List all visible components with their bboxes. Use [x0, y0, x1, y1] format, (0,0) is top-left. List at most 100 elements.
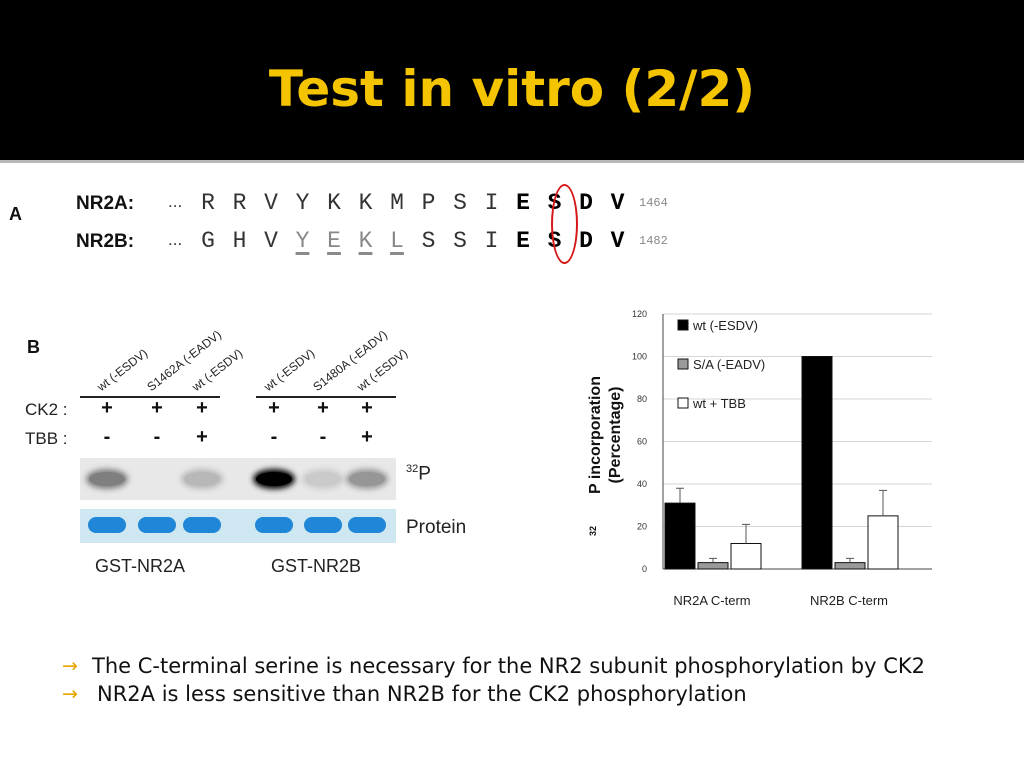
residue: E — [516, 228, 530, 254]
p32-band — [256, 472, 292, 486]
protein-label: Protein — [406, 517, 467, 538]
legend-swatch — [677, 319, 689, 331]
tbb-sign: - — [319, 426, 327, 448]
category-label: NR2A C-term — [673, 593, 750, 608]
ck2-sign: + — [101, 397, 113, 419]
y-tick-label: 80 — [637, 394, 647, 404]
ellipsis: ... — [168, 230, 183, 249]
residue-number: 1464 — [639, 196, 668, 210]
y-tick-label: 100 — [632, 352, 647, 362]
p32-superscript: 32 — [406, 463, 419, 475]
legend-swatch — [677, 397, 689, 409]
tbb-sign: - — [103, 426, 111, 448]
protein-band — [88, 517, 126, 533]
residue: M — [390, 190, 404, 216]
legend-swatch — [677, 358, 689, 370]
residue: V — [610, 228, 625, 254]
bullet-text: The C-terminal serine is necessary for t… — [92, 654, 926, 678]
protein-gel — [80, 509, 396, 543]
bullet-text: NR2A is less sensitive than NR2B for the… — [97, 682, 747, 706]
residue: K — [358, 228, 373, 254]
ck2-sign: + — [361, 397, 373, 419]
residue: I — [484, 228, 499, 254]
residue: G — [201, 228, 215, 254]
residue: K — [327, 190, 341, 216]
residue: S — [453, 190, 467, 216]
legend-label: wt + TBB — [692, 396, 746, 411]
arrow-icon: → — [62, 683, 78, 705]
protein-band — [304, 517, 342, 533]
lane-divider-nr2a — [80, 396, 220, 398]
construct-nr2a: GST-NR2A — [95, 556, 186, 576]
residue: I — [484, 190, 499, 216]
y-axis-title: P incorporation — [587, 376, 604, 494]
legend-label: S/A (-EADV) — [693, 357, 765, 372]
y-axis-title-sup: 32 — [588, 526, 598, 536]
protein-band — [255, 517, 293, 533]
bar — [834, 562, 866, 570]
residue: E — [516, 190, 530, 216]
p32-band — [184, 472, 220, 486]
residue: D — [579, 228, 593, 254]
category-label: NR2B C-term — [810, 593, 888, 608]
lane-label: S1462A (-EADV) — [144, 327, 224, 394]
y-tick-label: 0 — [642, 564, 647, 574]
residue: L — [390, 228, 404, 254]
p32-label: 32P — [406, 463, 431, 485]
residue-number: 1482 — [639, 234, 668, 248]
nr2a-label: NR2A: — [76, 193, 135, 214]
tbb-sign: - — [153, 426, 161, 448]
incorporation-bar-chart: 32 P incorporation (Percentage) 0 20 40 60 8… — [587, 309, 932, 608]
residue: R — [232, 190, 247, 216]
y-tick-label: 40 — [637, 479, 647, 489]
residue: E — [327, 228, 341, 254]
protein-band — [138, 517, 176, 533]
lane-label: wt (-ESDV) — [261, 346, 318, 394]
bullet-item: → The C-terminal serine is necessary for … — [62, 652, 962, 680]
panel-b-letter: B — [27, 337, 40, 357]
title-divider — [0, 160, 1024, 163]
residue: S — [453, 228, 467, 254]
residue: Y — [295, 228, 310, 254]
slide-title: Test in vitro (2/2) — [268, 60, 756, 118]
residue: P — [421, 190, 436, 216]
y-tick-label: 60 — [637, 437, 647, 447]
ck2-label: CK2 : — [25, 400, 68, 419]
ellipsis: ... — [168, 192, 183, 211]
residue: S — [421, 228, 436, 254]
residue: H — [232, 228, 247, 254]
bar — [664, 502, 696, 570]
title-bar — [0, 0, 1024, 160]
y-tick-label: 20 — [637, 522, 647, 532]
legend-label: wt (-ESDV) — [692, 318, 758, 333]
tbb-sign: - — [270, 426, 278, 448]
ck2-sign: + — [151, 397, 163, 419]
nr2b-label: NR2B: — [76, 231, 135, 252]
protein-band — [348, 517, 386, 533]
construct-nr2b: GST-NR2B — [271, 556, 362, 576]
residue: R — [201, 190, 215, 216]
bullet-item: → NR2A is less sensitive than NR2B for th… — [62, 680, 962, 708]
ck2-sign: + — [196, 397, 208, 419]
p32-band — [349, 472, 385, 486]
ck2-sign: + — [317, 397, 329, 419]
p32-text: P — [418, 463, 431, 485]
lane-label: wt (-ESDV) — [94, 346, 151, 394]
lane-divider-nr2b — [256, 396, 396, 398]
bar — [697, 562, 729, 570]
ck2-sign: + — [268, 397, 280, 419]
residue: K — [358, 190, 373, 216]
p32-autoradiograph — [80, 458, 396, 500]
arrow-icon: → — [62, 655, 78, 677]
p32-band — [89, 472, 125, 486]
residue: D — [579, 190, 593, 216]
residue: Y — [295, 190, 310, 216]
serine-highlight-circle — [551, 184, 578, 264]
panel-a-letter: A — [9, 204, 22, 224]
residue: V — [610, 190, 625, 216]
protein-band — [183, 517, 221, 533]
y-tick-label: 120 — [632, 309, 647, 319]
tbb-sign: + — [196, 426, 208, 448]
bar — [730, 543, 762, 570]
bullet-list: → The C-terminal serine is necessary for … — [62, 652, 962, 708]
